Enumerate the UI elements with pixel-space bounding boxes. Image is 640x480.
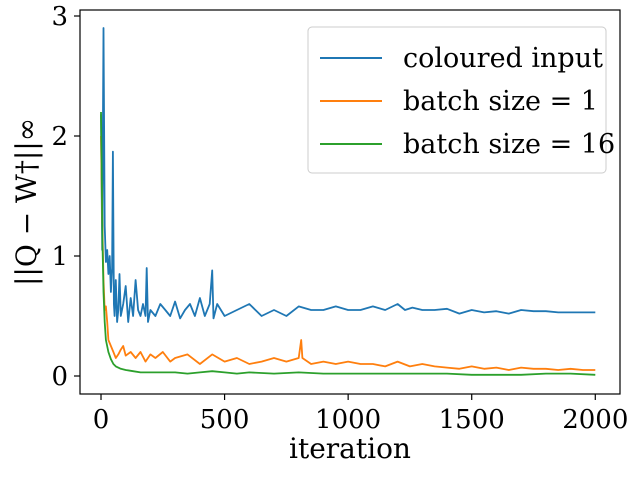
plot-frame [79, 9, 621, 395]
x-tick-label: 500 [200, 405, 250, 435]
legend-box [307, 26, 607, 174]
legend-label: coloured input [403, 43, 603, 74]
y-axis-label: ||Q − W†||∞ [10, 118, 43, 286]
series-line-2 [100, 135, 596, 371]
series-line-3 [100, 111, 596, 376]
x-tick-label: 1500 [439, 405, 505, 435]
y-tick-label: 2 [51, 122, 68, 152]
legend-label: batch size = 16 [403, 129, 615, 160]
x-tick-label: 1000 [315, 405, 381, 435]
x-tick-label: 2000 [562, 405, 628, 435]
series-line-1 [100, 27, 596, 323]
plot-lines [100, 27, 596, 376]
legend-label: batch size = 1 [403, 86, 598, 117]
y-tick-label: 1 [51, 242, 68, 272]
legend: coloured input batch size = 1 batch size =… [307, 26, 615, 174]
x-axis-label: iteration [289, 432, 411, 465]
x-tick-label: 0 [93, 405, 110, 435]
x-axis-ticks: 0 500 1000 1500 2000 [93, 394, 628, 435]
y-tick-label: 3 [51, 2, 68, 32]
y-axis-ticks: 0 1 2 3 [51, 2, 80, 392]
y-tick-label: 0 [51, 362, 68, 392]
